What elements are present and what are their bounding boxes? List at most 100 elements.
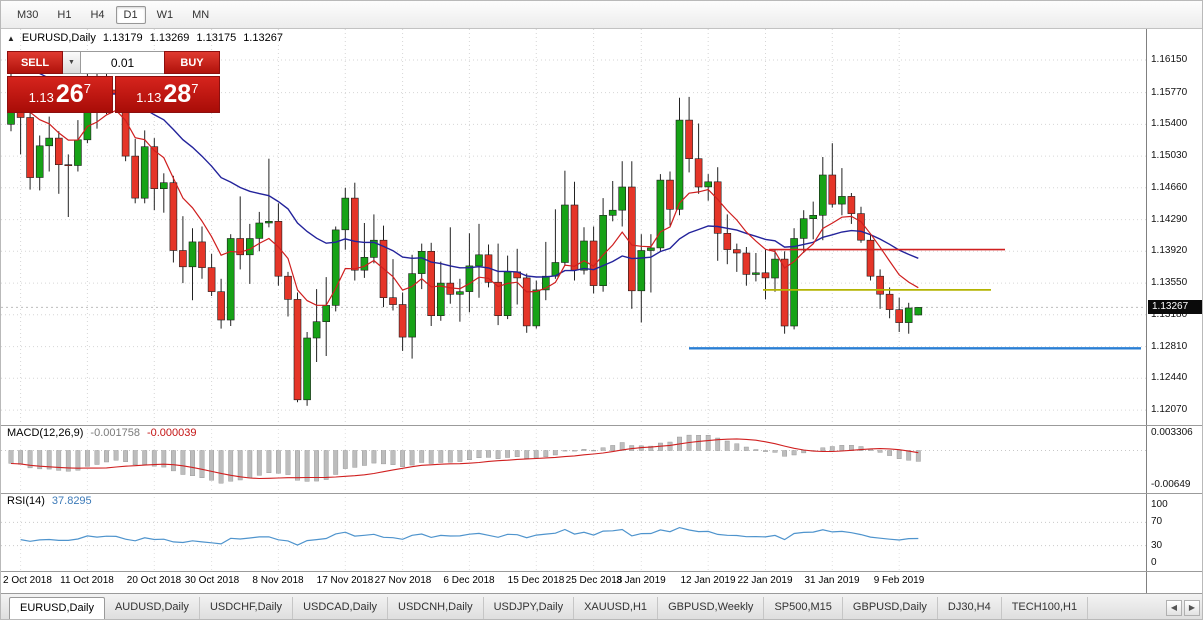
- chart-workspace: ▲ EURUSD,Daily 1.13179 1.13269 1.13175 1…: [1, 29, 1202, 593]
- tab-scroll-arrows: ◀ ▶: [1166, 597, 1200, 619]
- date-axis-label: 20 Oct 2018: [126, 575, 182, 586]
- price-axis-label: 1.15030: [1151, 150, 1188, 161]
- date-axis-label: 2 Oct 2018: [3, 575, 52, 586]
- chart-tab-bar: EURUSD,Daily AUDUSD,Daily USDCHF,Daily USDC…: [1, 593, 1202, 619]
- date-axis-label: 31 Jan 2019: [804, 575, 860, 586]
- macd-indicator-panel: MACD(12,26,9) -0.001758 -0.000039: [1, 425, 1146, 493]
- time-axis[interactable]: 2 Oct 2018 11 Oct 2018 20 Oct 2018 30 Oct 2…: [1, 571, 1146, 593]
- rsi-header: RSI(14) 37.8295: [7, 495, 92, 507]
- price-axis-label: 1.12440: [1151, 372, 1188, 383]
- one-click-trading-widget: SELL ▼ 0.01 BUY 1.13 26 7: [7, 51, 220, 113]
- current-price-badge: 1.13267: [1148, 300, 1202, 314]
- main-chart-panel: ▲ EURUSD,Daily 1.13179 1.13269 1.13175 1…: [1, 29, 1146, 425]
- chart-tab-eurusd-daily[interactable]: EURUSD,Daily: [9, 597, 105, 619]
- date-axis-label: 15 Dec 2018: [507, 575, 565, 586]
- timeframe-button-h4[interactable]: H4: [90, 8, 105, 21]
- chart-tab-dj30-h4[interactable]: DJ30,H4: [938, 597, 1002, 619]
- price-axis-label: 1.13550: [1151, 277, 1188, 288]
- chart-tab-usdchf-daily[interactable]: USDCHF,Daily: [200, 597, 294, 619]
- date-axis-label: 3 Jan 2019: [616, 575, 666, 586]
- price-axis-label: 1.12810: [1151, 341, 1188, 352]
- price-axis-label: 1.14290: [1151, 214, 1188, 225]
- price-axis-label: 1.12070: [1151, 404, 1188, 415]
- rsi-chart[interactable]: [1, 493, 1146, 571]
- price-axis-label: 1.14660: [1151, 182, 1188, 193]
- rsi-axis-label: 70: [1151, 516, 1163, 527]
- rsi-axis-label: 0: [1151, 557, 1157, 568]
- tab-scroll-left-icon[interactable]: ◀: [1166, 599, 1182, 616]
- ohlc-low: 1.13175: [196, 32, 237, 44]
- price-axis-label: 1.15400: [1151, 118, 1188, 129]
- ask-price-big: 28: [163, 80, 192, 108]
- chart-tab-sp500-m15[interactable]: SP500,M15: [764, 597, 843, 619]
- price-axis-label: 1.15770: [1151, 87, 1188, 98]
- chevron-down-icon: ▼: [68, 59, 75, 66]
- chart-tab-usdcnh-daily[interactable]: USDCNH,Daily: [388, 597, 484, 619]
- timeframe-button-d1[interactable]: D1: [115, 5, 146, 24]
- macd-signal-line: [10, 438, 919, 480]
- rsi-value: 37.8295: [51, 495, 92, 507]
- chart-tab-usdcad-daily[interactable]: USDCAD,Daily: [293, 597, 389, 619]
- price-axis-label: 1.16150: [1151, 54, 1188, 65]
- rsi-label: RSI(14): [7, 495, 45, 507]
- macd-chart[interactable]: [1, 425, 1146, 493]
- ma-slow-line: [10, 53, 919, 278]
- panel-splitter[interactable]: [1, 493, 1202, 494]
- timeframe-button-w1[interactable]: W1: [156, 8, 174, 21]
- timeframe-button-h1[interactable]: H1: [57, 8, 72, 21]
- collapse-triangle-icon[interactable]: ▲: [7, 33, 15, 43]
- chart-tab-usdjpy-daily[interactable]: USDJPY,Daily: [484, 597, 575, 619]
- tab-scroll-right-icon[interactable]: ▶: [1184, 599, 1200, 616]
- ask-price-prefix: 1.13: [136, 90, 162, 105]
- date-axis-label: 8 Nov 2018: [252, 575, 304, 586]
- date-axis-label: 27 Nov 2018: [374, 575, 432, 586]
- bid-price-button[interactable]: 1.13 26 7: [7, 76, 113, 113]
- chart-panels: ▲ EURUSD,Daily 1.13179 1.13269 1.13175 1…: [1, 29, 1146, 593]
- chart-symbol-label: EURUSD,Daily: [21, 32, 96, 44]
- date-axis-label: 11 Oct 2018: [60, 575, 114, 586]
- date-axis-label: 12 Jan 2019: [680, 575, 736, 586]
- chart-tab-xauusd-h1[interactable]: XAUUSD,H1: [574, 597, 659, 619]
- panel-splitter[interactable]: [1, 571, 1202, 572]
- bid-price-prefix: 1.13: [28, 90, 54, 105]
- timeframe-toolbar: M30 H1 H4 D1 W1 MN: [1, 1, 1202, 29]
- volume-dropdown-button[interactable]: ▼: [63, 51, 81, 74]
- chart-ohlc-header: ▲ EURUSD,Daily 1.13179 1.13269 1.13175 1…: [7, 32, 283, 44]
- macd-histogram: [8, 434, 921, 484]
- ask-price-button[interactable]: 1.13 28 7: [114, 76, 220, 113]
- timeframe-button-m30[interactable]: M30: [17, 8, 39, 21]
- rsi-line: [20, 526, 919, 546]
- rsi-indicator-panel: RSI(14) 37.8295: [1, 493, 1146, 571]
- rsi-axis-label: 100: [1151, 499, 1168, 510]
- date-axis-label: 17 Nov 2018: [316, 575, 374, 586]
- macd-header: MACD(12,26,9) -0.001758 -0.000039: [7, 427, 197, 439]
- volume-input[interactable]: 0.01: [81, 51, 164, 74]
- macd-main-value: -0.001758: [90, 427, 140, 439]
- chart-tab-tech100-h1[interactable]: TECH100,H1: [1002, 597, 1089, 619]
- rsi-axis-label: 30: [1151, 540, 1163, 551]
- macd-label: MACD(12,26,9): [7, 427, 84, 439]
- buy-button[interactable]: BUY: [164, 51, 220, 74]
- ma-fast-line: [10, 86, 919, 306]
- price-axis-label: 1.13920: [1151, 245, 1188, 256]
- macd-axis-max-label: 0.003306: [1151, 427, 1193, 438]
- chart-tab-gbpusd-daily[interactable]: GBPUSD,Daily: [843, 597, 938, 619]
- main-chart[interactable]: [1, 29, 1146, 425]
- date-axis-label: 9 Feb 2019: [873, 575, 925, 586]
- date-axis-label: 22 Jan 2019: [737, 575, 793, 586]
- candles-layer: [7, 64, 923, 406]
- chart-tab-audusd-daily[interactable]: AUDUSD,Daily: [105, 597, 200, 619]
- price-axis-label: 1.13180: [1151, 309, 1188, 320]
- date-axis-label: 6 Dec 2018: [443, 575, 495, 586]
- panel-splitter[interactable]: [1, 425, 1202, 426]
- price-axis[interactable]: 1.16150 1.15770 1.15400 1.15030 1.14660 1.142…: [1146, 29, 1202, 593]
- bid-price-sup: 7: [83, 81, 91, 96]
- timeframe-button-mn[interactable]: MN: [192, 8, 210, 21]
- date-axis-label: 25 Dec 2018: [565, 575, 623, 586]
- chart-tab-gbpusd-weekly[interactable]: GBPUSD,Weekly: [658, 597, 765, 619]
- sell-button[interactable]: SELL: [7, 51, 63, 74]
- macd-signal-value: -0.000039: [146, 427, 197, 439]
- macd-axis-min-label: -0.00649: [1151, 479, 1191, 490]
- ohlc-close: 1.13267: [243, 32, 283, 44]
